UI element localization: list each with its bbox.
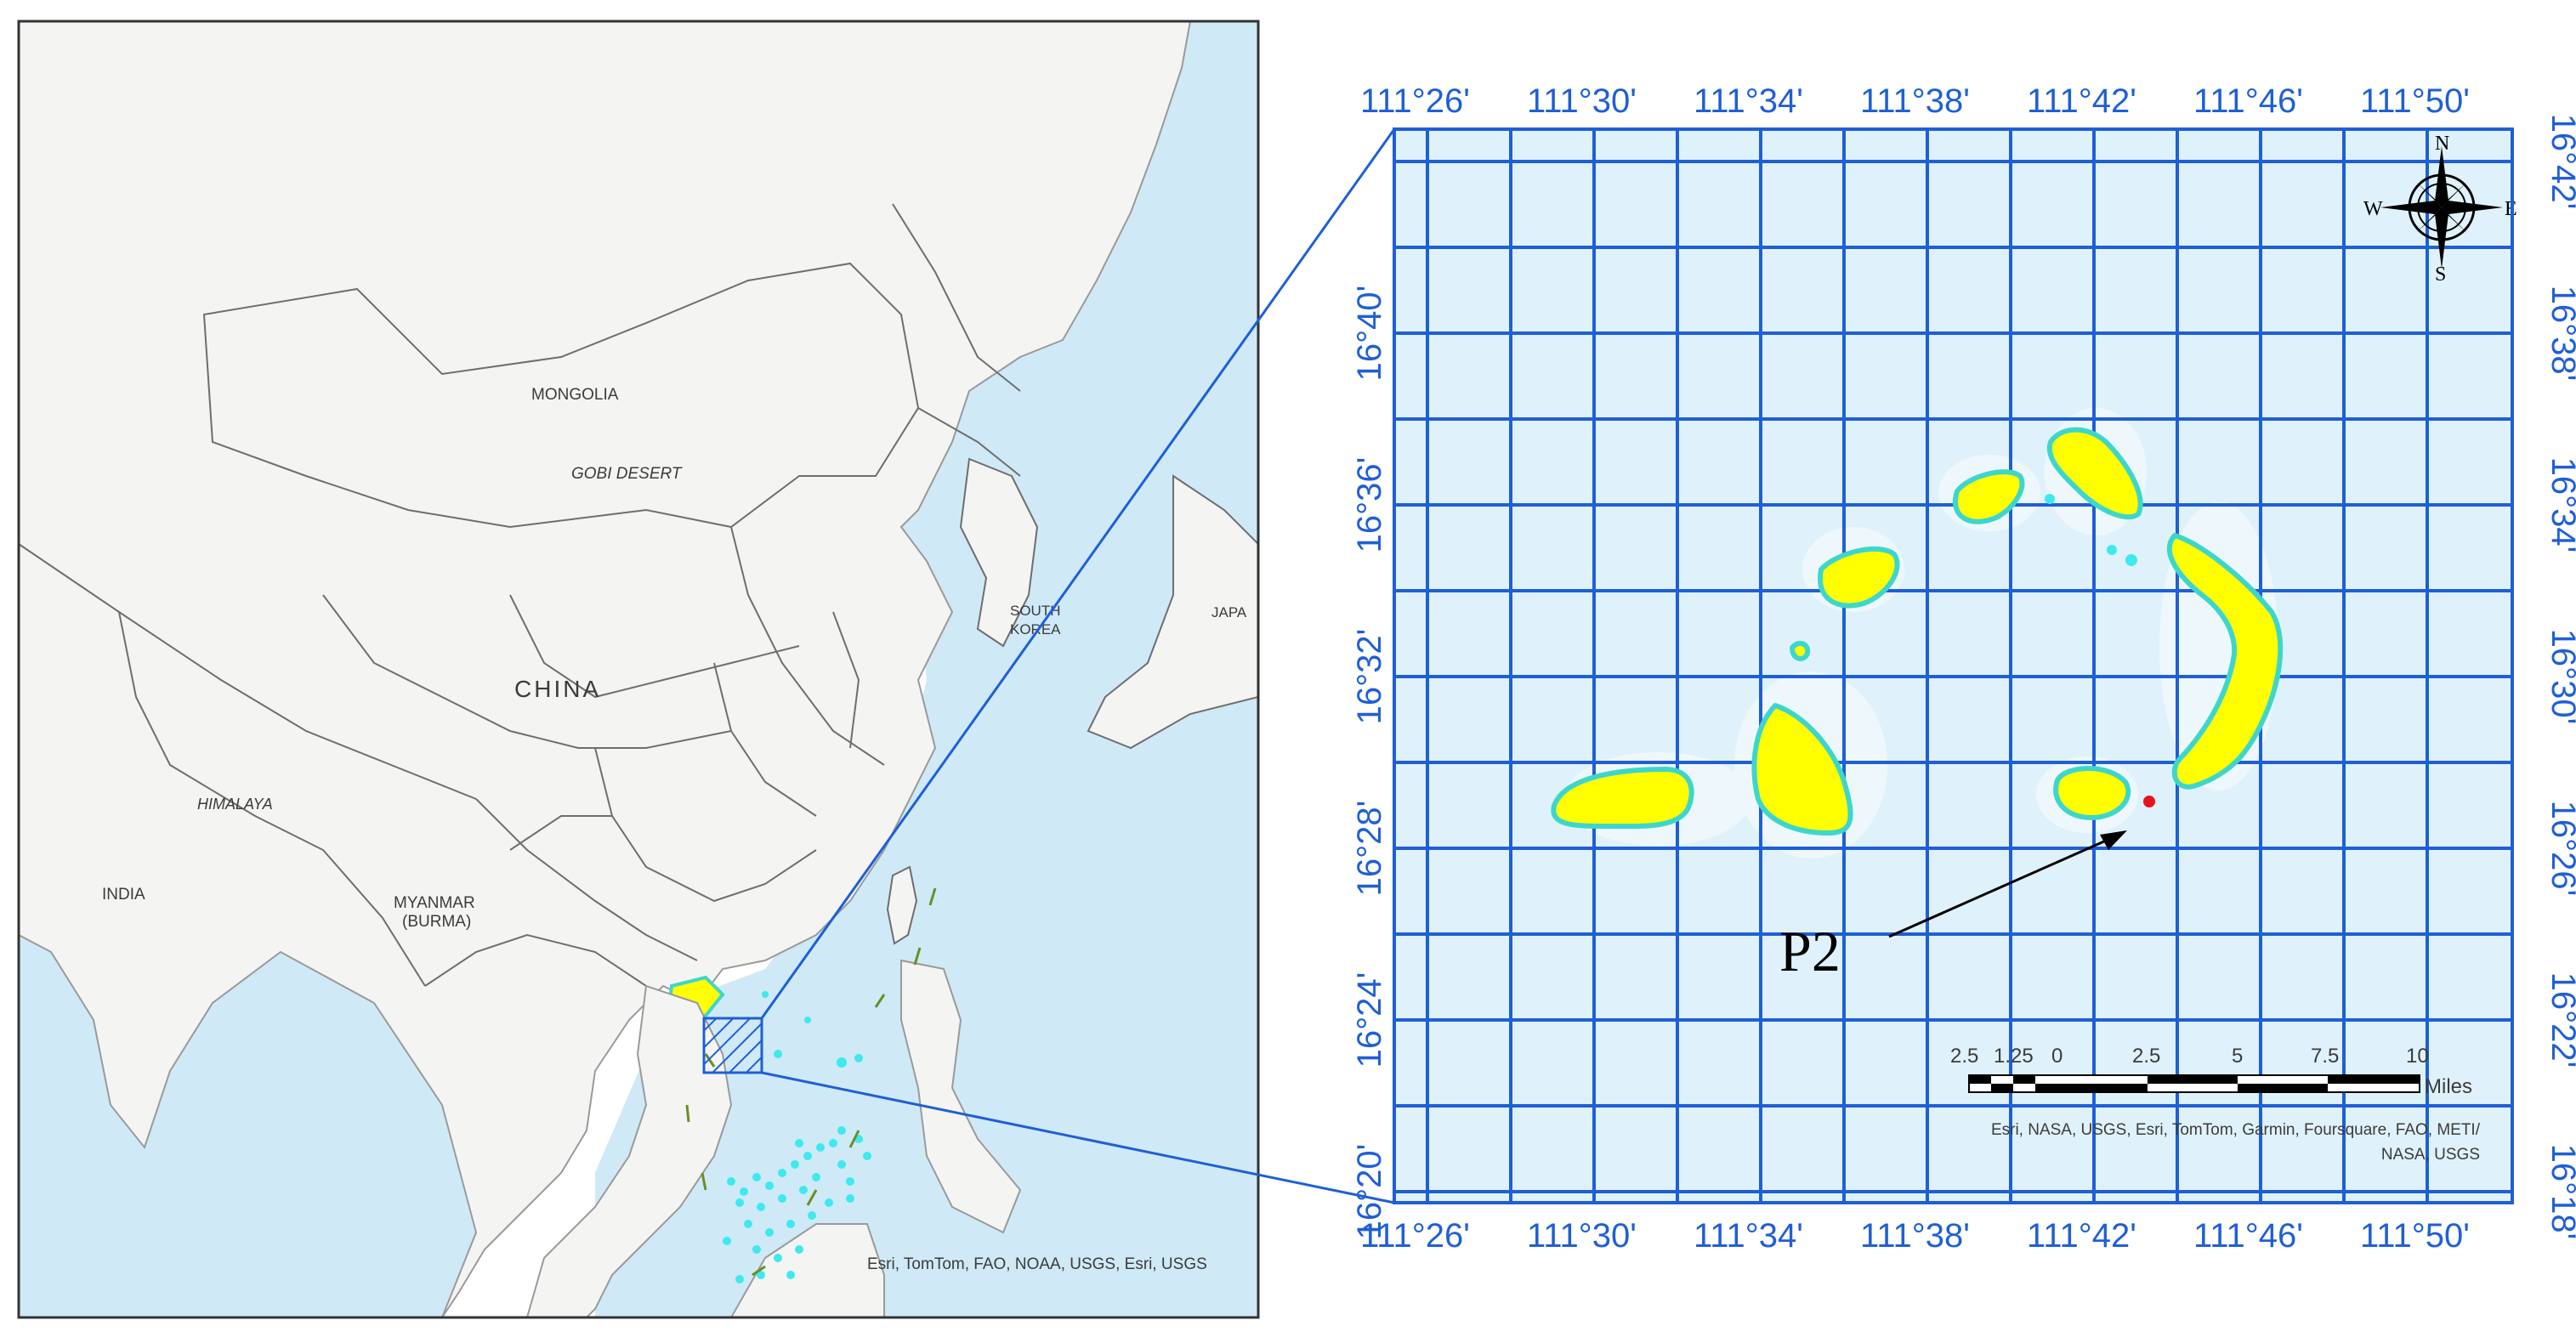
point-p2 [2143,796,2155,807]
detail-water [1394,129,2512,1203]
compass-n: N [2435,133,2449,155]
top-tick: 111°38' [1860,82,1970,120]
top-tick: 111°26' [1360,82,1470,120]
label-china: CHINA [514,676,601,702]
label-south-korea-2: KOREA [1010,621,1061,637]
p2-arrow-head [2100,830,2127,850]
islets [2045,494,2137,566]
label-myanmar: MYANMAR [394,894,475,912]
bottom-ticks: 111°26' 111°30' 111°34' 111°38' 111°42' … [1360,1217,2470,1255]
right-ticks: 16°42' 16°38' 16°34' 16°30' 16°26' 16°22… [2545,114,2576,1240]
bottom-tick: 111°46' [2193,1217,2303,1255]
island-south-east [2053,766,2131,820]
graticule [1394,129,2512,1203]
island-west [1551,767,1694,830]
detail-attribution-1: Esri, NASA, USGS, Esri, TomTom, Garmin, … [1991,1121,2481,1139]
scale-tick-1: 1.25 [1994,1045,2034,1068]
scale-bar: 2.5 1.25 0 2.5 5 7.5 10 Miles [1950,1045,2472,1098]
bay-of-bengal [19,935,476,1317]
top-ticks: 111°26' 111°30' 111°34' 111°38' 111°42' … [1360,82,2470,120]
right-tick: 16°26' [2545,801,2576,897]
island-north [2046,427,2143,520]
right-tick: 16°30' [2545,629,2576,725]
bottom-tick: 111°34' [1694,1217,1803,1255]
island-east-arc [2167,533,2284,790]
top-tick: 111°46' [2193,82,2303,120]
japan [1087,474,1258,750]
left-tick: 16°20' [1351,1144,1388,1240]
right-tick: 16°34' [2545,457,2576,553]
island-small-round [1790,640,1811,661]
compass-s: S [2435,263,2446,286]
p2-arrow-line [1888,836,2114,938]
left-tick: 16°36' [1351,457,1388,553]
study-area-box [702,1017,763,1074]
scale-tick-6: 10 [2406,1045,2429,1068]
compass-w: W [2363,198,2383,220]
scale-tick-4: 5 [2232,1045,2243,1068]
left-tick: 16°32' [1351,629,1388,725]
left-tick: 16°24' [1351,972,1388,1068]
right-tick: 16°18' [2545,1144,2576,1240]
compass-rose: N S W E [2363,133,2517,286]
bottom-tick: 111°50' [2360,1217,2470,1255]
scale-tick-2: 0 [2051,1045,2063,1068]
label-mongolia: MONGOLIA [531,386,619,404]
island-central-large [1751,703,1853,836]
detail-attribution-2: NASA, USGS [2381,1146,2480,1164]
korea [959,457,1039,648]
south-china-sea-islands [723,991,871,1283]
label-burma: (BURMA) [402,913,471,931]
bottom-tick: 111°42' [2027,1217,2136,1255]
top-tick: 111°30' [1527,82,1637,120]
left-ticks: 16°40' 16°36' 16°32' 16°28' 16°24' 16°20… [1351,286,1388,1240]
top-tick: 111°50' [2360,82,2470,120]
taiwan [886,865,918,945]
overview-attribution: Esri, TomTom, FAO, NOAA, USGS, Esri, USG… [867,1255,1207,1273]
island-north-west [1953,469,2025,524]
bottom-tick: 111°38' [1860,1217,1970,1255]
zoom-connectors [760,128,1396,1204]
top-tick: 111°34' [1694,82,1803,120]
bottom-tick: 111°30' [1527,1217,1637,1255]
left-tick: 16°28' [1351,801,1388,897]
label-india: INDIA [102,886,145,904]
overview-map: MONGOLIA GOBI DESERT CHINA HIMALAYA INDI… [17,20,1260,1319]
islands [1551,427,2284,836]
scale-tick-5: 7.5 [2311,1045,2339,1068]
island-central-north [1817,546,1900,609]
label-himalaya: HIMALAYA [197,796,273,813]
detail-map: P2 N S W E [1351,82,2576,1255]
scale-tick-0: 2.5 [1950,1045,1978,1068]
borneo [729,1223,885,1317]
bottom-tick: 111°26' [1360,1217,1470,1255]
top-tick: 111°42' [2027,82,2136,120]
borders [19,203,1021,987]
left-tick: 16°40' [1351,286,1388,382]
scale-unit: Miles [2425,1075,2472,1098]
philippines [900,959,1022,1234]
label-japan: JAPA [1211,604,1247,620]
p2-label: P2 [1779,919,1841,983]
right-tick: 16°22' [2545,972,2576,1068]
indochina [525,984,733,1317]
label-gobi-desert: GOBI DESERT [571,465,683,483]
scale-tick-3: 2.5 [2132,1045,2160,1068]
overview-map-frame [17,20,1260,1319]
ocean [595,21,1258,1317]
right-tick: 16°42' [2545,114,2576,210]
right-tick: 16°38' [2545,286,2576,382]
detail-map-frame [1393,127,2514,1204]
